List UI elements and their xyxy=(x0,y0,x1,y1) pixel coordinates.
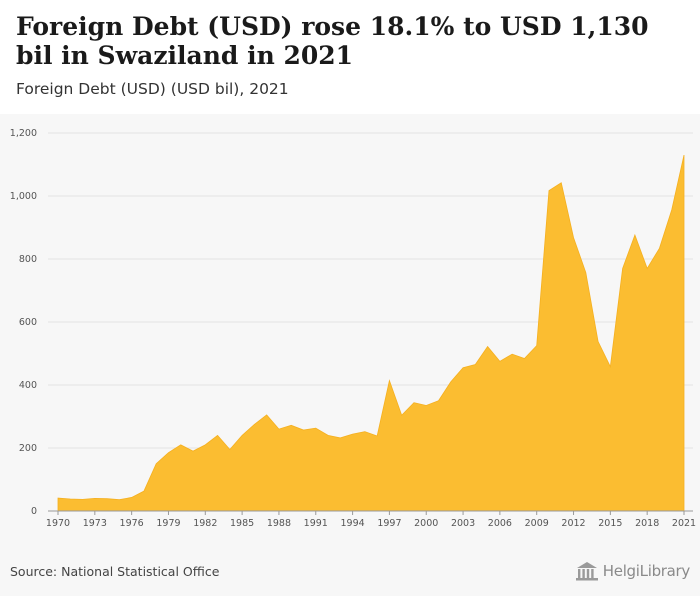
y-tick-label: 0 xyxy=(31,506,37,517)
x-tick-label: 1991 xyxy=(304,518,328,529)
y-tick-label: 1,000 xyxy=(10,191,37,202)
y-tick-label: 200 xyxy=(19,443,37,454)
library-building-icon xyxy=(575,562,598,581)
helgilibrary-logo: HelgiLibrary xyxy=(575,561,690,581)
y-tick-label: 1,200 xyxy=(10,128,37,139)
chart-header: Foreign Debt (USD) rose 18.1% to USD 1,1… xyxy=(0,0,700,114)
y-tick-label: 800 xyxy=(19,254,37,265)
grid-lines xyxy=(48,132,693,449)
x-tick-label: 1997 xyxy=(377,518,401,529)
x-tick-label: 2015 xyxy=(598,518,622,529)
source-note: Source: National Statistical Office xyxy=(10,564,220,579)
chart-subtitle: Foreign Debt (USD) (USD bil), 2021 xyxy=(16,80,289,98)
x-tick-label: 1988 xyxy=(267,518,291,529)
chart-title: Foreign Debt (USD) rose 18.1% to USD 1,1… xyxy=(16,12,649,70)
x-tick-label: 1985 xyxy=(230,518,254,529)
axes: 0 200 400 600 800 1,000 1,200 1970 1973 1976 1979 1… xyxy=(10,128,696,529)
y-tick-label: 400 xyxy=(19,380,37,391)
x-tick-label: 2009 xyxy=(525,518,549,529)
x-tick-label: 1979 xyxy=(156,518,180,529)
area-series xyxy=(57,154,685,512)
x-tick-label: 2012 xyxy=(561,518,585,529)
x-tick-label: 1970 xyxy=(46,518,70,529)
x-tick-label: 2000 xyxy=(414,518,438,529)
x-tick-label: 1973 xyxy=(83,518,107,529)
area-chart: 0 200 400 600 800 1,000 1,200 1970 1973 1976 1979 1… xyxy=(10,128,696,529)
area-series-fill xyxy=(57,154,685,512)
x-tick-label: 2006 xyxy=(488,518,512,529)
y-tick-label: 600 xyxy=(19,317,37,328)
x-tick-label: 1982 xyxy=(193,518,217,529)
x-tick-label: 2018 xyxy=(635,518,659,529)
x-tick-label: 2021 xyxy=(672,518,696,529)
x-tick-label: 1976 xyxy=(120,518,144,529)
x-tick-label: 2003 xyxy=(451,518,475,529)
x-tick-label: 1994 xyxy=(340,518,364,529)
logo-text: HelgiLibrary xyxy=(602,562,691,580)
